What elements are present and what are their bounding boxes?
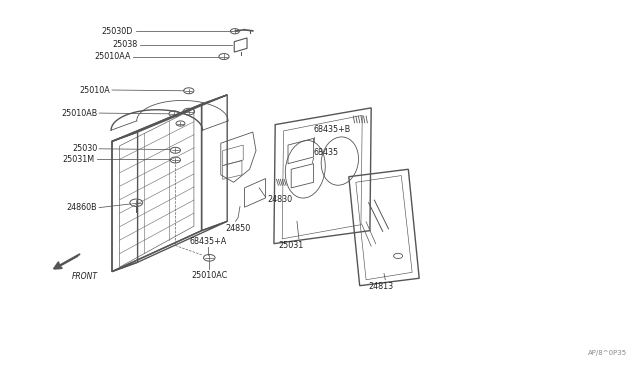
Text: 25030D: 25030D [102,27,133,36]
Text: 25010AC: 25010AC [191,271,227,280]
Text: 25030: 25030 [72,144,97,153]
Text: 25038: 25038 [113,40,138,49]
Text: 68435: 68435 [314,148,339,157]
Text: AP/8^0P35: AP/8^0P35 [588,350,627,356]
Text: 68435+B: 68435+B [314,125,351,134]
Text: 25010A: 25010A [79,86,110,94]
Text: FRONT: FRONT [72,272,98,281]
Text: 24813: 24813 [368,282,394,291]
Text: 25010AA: 25010AA [95,52,131,61]
Text: 25010AB: 25010AB [61,109,97,118]
Text: 25031M: 25031M [63,155,95,164]
Text: 25031: 25031 [278,241,304,250]
Text: 24850: 24850 [225,224,251,233]
Text: 68435+A: 68435+A [189,237,227,246]
Text: 24860B: 24860B [67,203,97,212]
Text: 24830: 24830 [268,195,292,203]
